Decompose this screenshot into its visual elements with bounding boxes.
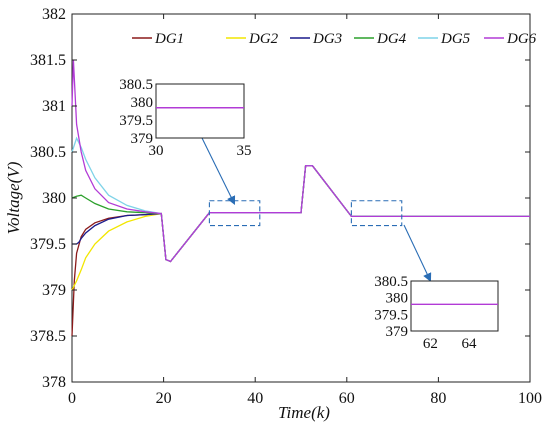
x-tick-label: 0 [68,390,76,407]
inset-x-tick-label: 62 [423,336,438,352]
y-tick-label: 381 [42,98,66,115]
x-tick-label: 40 [247,390,263,407]
inset-y-tick-label: 380 [131,95,154,111]
y-tick-label: 378 [42,374,66,391]
y-axis-label: Voltage(V) [4,161,23,234]
inset-y-tick-label: 380.5 [119,77,153,93]
zoom-region-box [350,200,403,227]
legend-label-dg6: DG6 [506,31,537,47]
inset-x-tick-label: 30 [149,143,164,159]
legend: DG1 DG2 DG3 DG4 DG5 DG6 [132,31,537,47]
inset-frame [410,280,499,332]
legend-label-dg5: DG5 [440,31,471,47]
legend-label-dg2: DG2 [248,31,279,47]
inset-x-tick-label: 35 [237,143,252,159]
legend-label-dg1: DG1 [154,31,184,47]
y-tick-label: 382 [42,6,66,23]
x-tick-label: 80 [430,390,446,407]
inset-y-tick-label: 380.5 [374,274,408,290]
legend-label-dg4: DG4 [376,31,407,47]
inset-y-tick-label: 379 [386,324,409,340]
zoom-arrow [403,224,432,282]
legend-label-dg3: DG3 [312,31,342,47]
inset-y-tick-label: 379 [131,131,154,147]
y-tick-label: 380.5 [30,144,66,161]
inset-y-tick-label: 379.5 [374,307,408,323]
x-tick-label: 100 [518,390,542,407]
inset-y-tick-label: 380 [386,291,409,307]
inset-y-tick-label: 379.5 [119,113,153,129]
x-tick-label: 20 [156,390,172,407]
inset-frame [155,83,245,139]
y-tick-label: 379.5 [30,236,66,253]
inset-x-tick-label: 64 [462,336,478,352]
y-tick-label: 381.5 [30,52,66,69]
zoom-arrow [201,137,236,205]
y-tick-label: 380 [42,190,66,207]
y-tick-label: 378.5 [30,328,66,345]
x-axis-label: Time(k) [278,403,330,422]
y-tick-label: 379 [42,282,66,299]
series-lines [71,59,530,337]
x-tick-label: 60 [339,390,355,407]
x-axis-ticks: 0 20 40 60 80 100 [68,14,542,407]
series-line-dg6 [71,59,530,263]
